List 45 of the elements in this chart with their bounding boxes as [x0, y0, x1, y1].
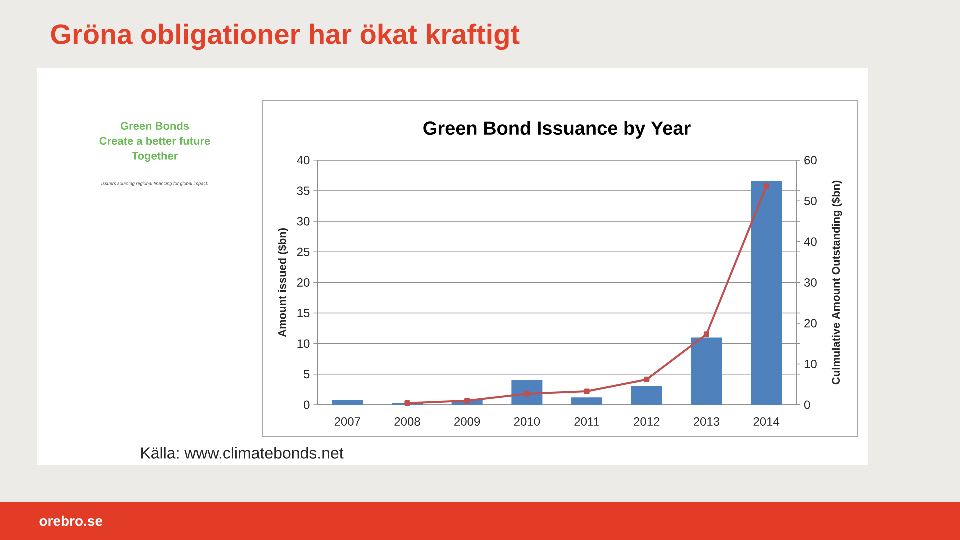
y2-tick-label: 60: [804, 156, 817, 165]
point: [764, 184, 770, 190]
point: [704, 332, 710, 338]
chart-subtitle: Green Bond Issuance by Year: [424, 121, 691, 139]
y-tick-label: 5: [304, 370, 310, 379]
y2-tick-label: 0: [804, 400, 810, 410]
y-tick-label: 25: [297, 248, 310, 256]
point: [644, 376, 650, 383]
chart-title: Gröna obligationer har ökat kraftigt: [51, 24, 520, 50]
bar: [631, 386, 662, 405]
point: [404, 400, 410, 406]
y-axis-title: Amount issued ($bn): [278, 228, 288, 338]
y-tick-label: 0: [304, 400, 310, 410]
y-tick-label: 10: [298, 340, 310, 348]
y-tick-label: 15: [298, 309, 310, 318]
x-tick-label: 2014: [754, 418, 780, 426]
bar: [751, 181, 782, 405]
text: Together: [132, 152, 178, 162]
y2-tick-label: 50: [804, 196, 817, 206]
y-tick-label: 30: [297, 217, 310, 226]
bar: [332, 400, 364, 405]
point: [464, 398, 470, 404]
y2-tick-label: 20: [804, 319, 817, 328]
y2-tick-label: 30: [804, 278, 817, 287]
text: orebro.se: [40, 516, 103, 526]
x-tick-label: 2012: [634, 418, 660, 426]
y-tick-label: 20: [297, 278, 310, 287]
y2-axis-title: Culmulative Amount Outstanding ($bn): [832, 180, 842, 385]
text: Green Bonds: [120, 122, 190, 130]
x-tick-label: 2010: [514, 418, 540, 426]
y2-tick-label: 10: [804, 360, 817, 368]
y2-tick-label: 40: [804, 238, 817, 246]
x-tick-label: 2007: [334, 418, 360, 426]
x-tick-label: 2008: [394, 418, 420, 426]
bar: [572, 398, 603, 405]
y-tick-label: 35: [297, 186, 310, 196]
x-tick-label: 2009: [454, 418, 480, 426]
bar: [691, 338, 722, 405]
x-tick-label: 2011: [574, 418, 600, 426]
text: Källa: www.climatebonds.net: [142, 447, 344, 459]
text: Create a better future: [100, 136, 210, 146]
point: [524, 391, 530, 397]
y-tick-label: 40: [297, 156, 310, 165]
point: [584, 388, 590, 394]
x-tick-label: 2013: [694, 418, 720, 426]
